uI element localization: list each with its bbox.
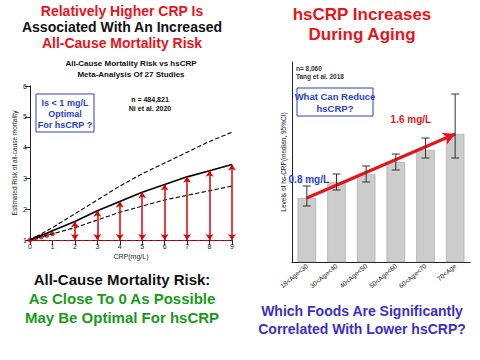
svg-text:What Can Reduce: What Can Reduce — [295, 91, 376, 102]
svg-text:Optimal: Optimal — [48, 109, 82, 119]
svg-text:As Close To 0 As Possible: As Close To 0 As Possible — [29, 290, 216, 307]
svg-text:Ni et al. 2020: Ni et al. 2020 — [129, 105, 172, 112]
svg-text:4: 4 — [118, 243, 122, 250]
svg-text:hsCRP?: hsCRP? — [317, 103, 354, 114]
svg-text:1: 1 — [50, 243, 54, 250]
svg-text:7: 7 — [185, 243, 189, 250]
svg-text:Which Foods Are Significantly: Which Foods Are Significantly — [261, 303, 463, 319]
svg-text:0.8 mg/L: 0.8 mg/L — [289, 174, 330, 185]
svg-text:40<Age<50: 40<Age<50 — [338, 262, 369, 290]
svg-text:All-Cause Mortality Risk vs hs: All-Cause Mortality Risk vs hsCRP — [65, 59, 197, 68]
svg-text:All-Cause Mortality Risk:: All-Cause Mortality Risk: — [34, 271, 211, 288]
svg-text:Meta-Analysis Of 27 Studies: Meta-Analysis Of 27 Studies — [77, 70, 185, 79]
svg-text:Estimated Risk of all-cause mo: Estimated Risk of all-cause mortality — [11, 110, 19, 216]
svg-text:50<Age<60: 50<Age<60 — [368, 262, 399, 290]
svg-text:1: 1 — [23, 237, 27, 244]
svg-text:6: 6 — [23, 83, 27, 90]
svg-text:60<Age<70: 60<Age<70 — [397, 262, 428, 290]
svg-text:2: 2 — [73, 243, 77, 250]
svg-text:For hsCRP ?: For hsCRP ? — [38, 120, 92, 130]
svg-text:n= 8,060: n= 8,060 — [296, 65, 322, 73]
svg-text:9: 9 — [230, 243, 234, 250]
svg-text:30<Age<40: 30<Age<40 — [308, 262, 339, 290]
svg-text:0: 0 — [28, 243, 32, 250]
svg-text:3: 3 — [95, 243, 99, 250]
svg-text:Associated With An Increased: Associated With An Increased — [22, 19, 222, 35]
svg-text:5: 5 — [140, 243, 144, 250]
svg-text:6: 6 — [163, 243, 167, 250]
svg-text:Is < 1 mg/L: Is < 1 mg/L — [42, 98, 89, 108]
svg-text:18<Age<30: 18<Age<30 — [279, 262, 310, 290]
svg-text:Relatively Higher CRP Is: Relatively Higher CRP Is — [41, 3, 204, 19]
svg-text:8: 8 — [208, 243, 212, 250]
svg-text:n = 484,821: n = 484,821 — [131, 96, 169, 104]
svg-text:May Be Optimal For hsCRP: May Be Optimal For hsCRP — [25, 309, 219, 326]
svg-text:CRP(mg/L): CRP(mg/L) — [113, 253, 148, 261]
svg-text:70<Age: 70<Age — [436, 262, 459, 283]
svg-text:Correlated With Lower hsCRP?: Correlated With Lower hsCRP? — [258, 321, 466, 337]
svg-text:3: 3 — [23, 175, 27, 182]
svg-text:During Aging: During Aging — [308, 25, 415, 44]
svg-text:Levels of hs-CRP(median, 95%CI: Levels of hs-CRP(median, 95%CI) — [280, 112, 288, 211]
svg-text:4: 4 — [23, 144, 27, 151]
svg-text:1.6 mg/L: 1.6 mg/L — [391, 114, 432, 125]
svg-text:2: 2 — [23, 206, 27, 213]
svg-text:Tang et al. 2018: Tang et al. 2018 — [296, 73, 344, 81]
svg-text:5: 5 — [23, 113, 27, 120]
svg-text:hsCRP Increases: hsCRP Increases — [293, 5, 432, 24]
svg-text:All-Cause Mortality Risk: All-Cause Mortality Risk — [42, 35, 202, 51]
